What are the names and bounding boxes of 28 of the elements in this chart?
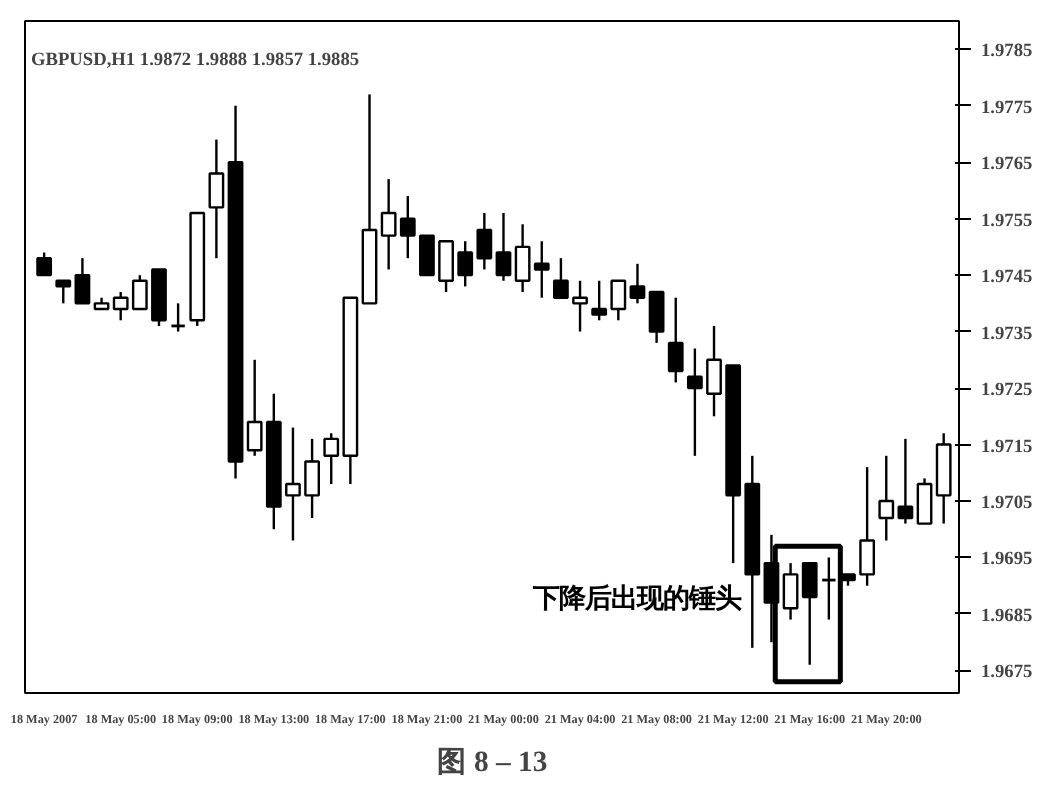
- annotation: 下降后出现的锤头: [530, 582, 741, 615]
- candlestick: [648, 290, 665, 345]
- y-tick-label: 1.9725: [981, 381, 1033, 402]
- candlestick: [36, 251, 53, 277]
- annotation: GBPUSD,H1 1.9872 1.9888 1.9857 1.9885: [31, 51, 360, 71]
- candlestick: [878, 454, 895, 542]
- candlestick: [801, 561, 818, 666]
- y-tick-label: 1.9745: [981, 268, 1033, 289]
- candlestick: [74, 256, 91, 305]
- y-tick-label: 1.9695: [981, 550, 1033, 571]
- y-tick-label: 1.9755: [981, 211, 1033, 232]
- candlestick: [629, 262, 646, 305]
- y-tick-label: 1.9775: [981, 98, 1033, 119]
- y-tick-label: 1.9765: [981, 155, 1033, 176]
- candlestick: [667, 296, 684, 384]
- caption: 图 8 – 13: [436, 747, 548, 779]
- y-tick-label: 1.9735: [981, 324, 1033, 345]
- y-tick-label: 1.9675: [981, 663, 1033, 684]
- candlestick: [897, 437, 914, 525]
- candlestick: [495, 211, 512, 282]
- candlestick: [916, 477, 933, 525]
- y-tick-label: 1.9715: [981, 437, 1033, 458]
- candlestick: [208, 138, 225, 260]
- y-tick-label: 1.9785: [981, 42, 1033, 63]
- y-tick-label: 1.9705: [981, 494, 1033, 514]
- candlestick: [782, 561, 799, 621]
- y-tick-label: 1.9685: [981, 606, 1033, 627]
- candlestick: [55, 279, 72, 305]
